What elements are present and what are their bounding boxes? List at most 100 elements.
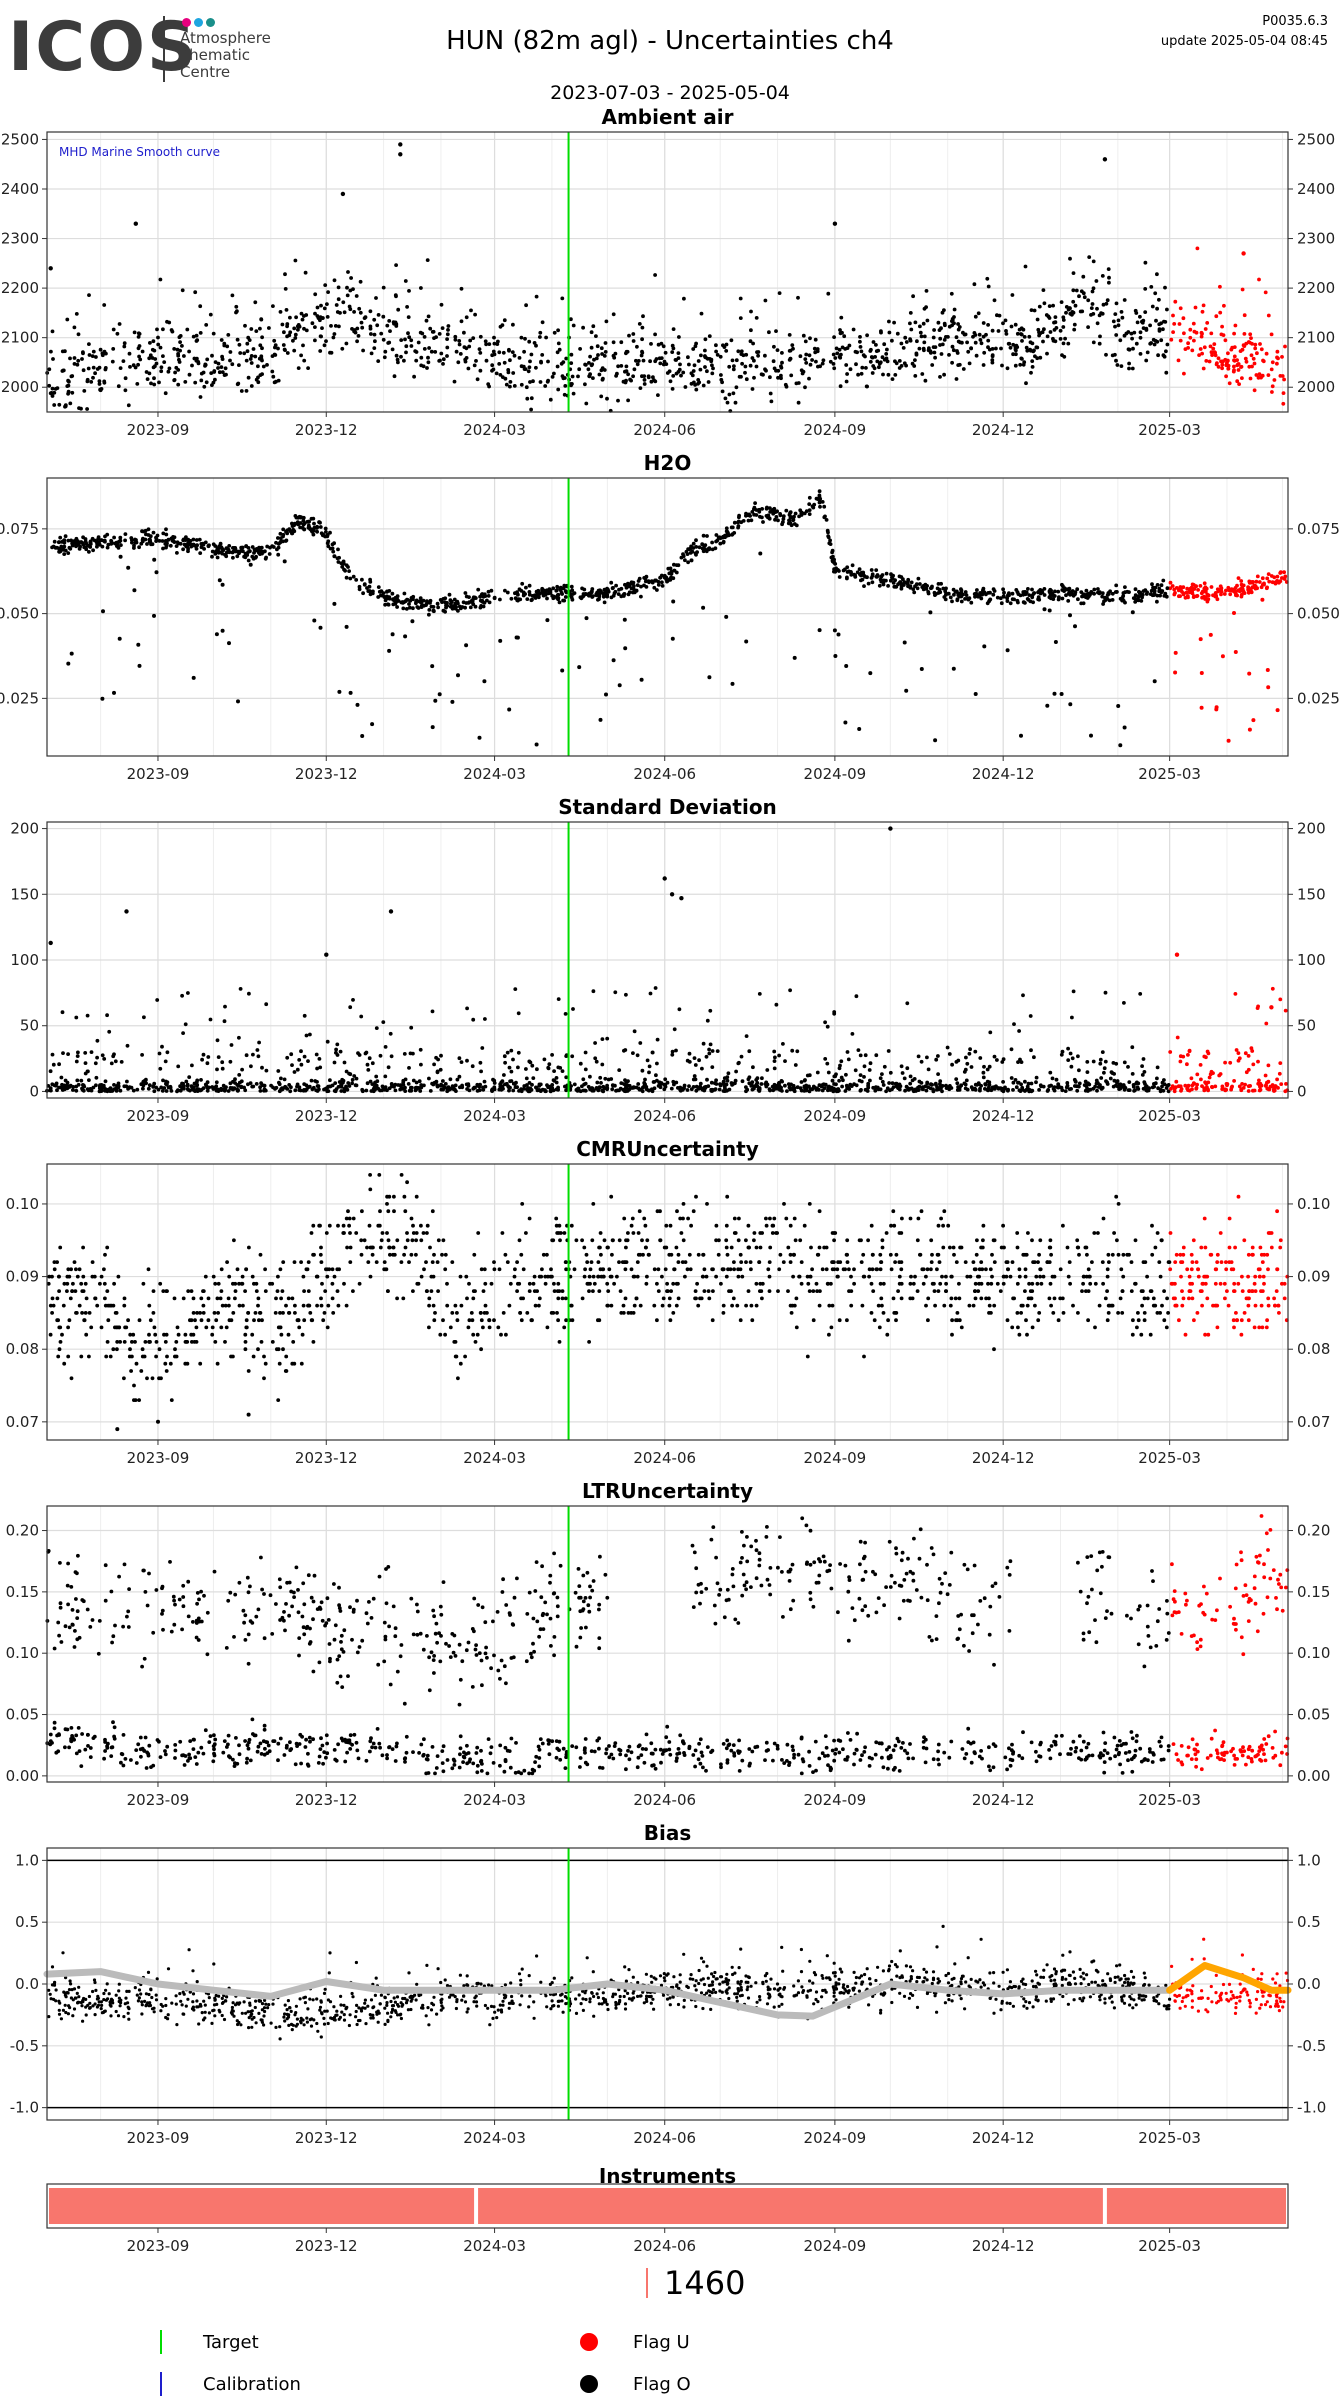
- data-point: [99, 1089, 104, 1093]
- data-point: [350, 1081, 354, 1086]
- data-point: [1037, 1088, 1041, 1092]
- data-point: [701, 549, 706, 554]
- data-point: [604, 692, 608, 697]
- data-point: [378, 1088, 382, 1093]
- data-point: [1232, 364, 1236, 369]
- data-point: [75, 362, 80, 367]
- data-point: [319, 303, 323, 308]
- data-point: [966, 597, 971, 602]
- data-point: [732, 364, 736, 368]
- data-point: [1191, 321, 1196, 326]
- data-point: [595, 590, 599, 595]
- data-point: [651, 1080, 656, 1084]
- data-point: [533, 594, 537, 599]
- data-point: [330, 1083, 335, 1088]
- data-point: [1135, 1085, 1140, 1090]
- data-point: [1220, 366, 1224, 371]
- data-point: [51, 1062, 56, 1067]
- data-point: [1144, 358, 1149, 363]
- data-point: [1085, 596, 1090, 600]
- data-point: [659, 1082, 663, 1086]
- data-point: [562, 392, 567, 397]
- data-point: [878, 1076, 883, 1081]
- data-point: [609, 580, 614, 585]
- data-point: [478, 351, 483, 355]
- data-point: [611, 312, 616, 317]
- data-point: [600, 352, 604, 356]
- data-point: [246, 375, 251, 380]
- data-point: [112, 535, 116, 540]
- data-point: [781, 514, 786, 519]
- data-point: [1011, 1088, 1015, 1092]
- data-point: [351, 998, 355, 1002]
- data-point: [381, 337, 386, 342]
- data-point: [587, 591, 591, 596]
- data-point: [1188, 335, 1193, 340]
- data-point: [1219, 592, 1223, 597]
- data-point: [1270, 360, 1275, 365]
- page-title: HUN (82m agl) - Uncertainties ch4: [446, 26, 894, 56]
- data-point: [436, 605, 440, 610]
- data-point: [97, 542, 102, 547]
- data-point: [787, 333, 792, 337]
- data-point: [431, 608, 436, 613]
- data-point: [204, 323, 209, 327]
- data-point: [527, 1081, 532, 1085]
- data-point: [689, 558, 694, 563]
- data-point: [781, 1042, 785, 1046]
- data-point: [956, 1058, 961, 1063]
- data-point: [848, 1082, 853, 1087]
- data-point: [817, 628, 822, 633]
- data-point: [439, 351, 444, 356]
- data-point: [72, 362, 77, 366]
- data-point: [694, 545, 699, 549]
- data-point: [322, 1087, 326, 1092]
- data-point: [57, 1062, 61, 1067]
- data-point: [1115, 363, 1120, 367]
- data-point: [921, 321, 926, 326]
- data-point: [663, 350, 668, 355]
- data-point: [314, 1052, 319, 1057]
- data-point: [352, 1074, 357, 1078]
- data-point: [624, 369, 629, 374]
- data-point: [804, 509, 809, 513]
- data-point: [383, 1045, 388, 1049]
- data-point: [422, 335, 427, 339]
- data-point: [473, 596, 478, 600]
- data-point: [551, 586, 556, 591]
- data-point: [661, 344, 666, 349]
- data-point: [760, 1076, 764, 1081]
- data-point: [844, 664, 849, 668]
- data-point: [202, 384, 207, 389]
- data-point: [1083, 1088, 1088, 1093]
- data-point: [696, 381, 700, 386]
- data-point: [280, 322, 285, 327]
- data-point: [732, 520, 737, 525]
- data-point: [63, 1078, 68, 1083]
- data-point: [679, 896, 684, 901]
- data-point: [1140, 592, 1145, 597]
- data-point: [1021, 327, 1026, 332]
- data-point: [838, 328, 842, 332]
- data-point: [137, 354, 142, 359]
- data-point: [1087, 1082, 1092, 1087]
- data-point: [1060, 1049, 1065, 1054]
- data-point: [1196, 588, 1200, 592]
- data-point: [198, 304, 203, 309]
- data-point: [222, 1019, 227, 1024]
- data-point: [1076, 1054, 1080, 1059]
- data-point: [1019, 356, 1024, 361]
- plot-background: [47, 1164, 1288, 1440]
- data-point: [955, 1081, 960, 1086]
- data-point: [111, 327, 116, 332]
- data-point: [1064, 310, 1068, 315]
- data-point: [926, 591, 931, 596]
- data-point: [292, 529, 297, 534]
- data-point: [919, 1081, 924, 1085]
- data-point: [890, 575, 894, 580]
- data-point: [880, 1072, 884, 1076]
- data-point: [972, 331, 977, 335]
- data-point: [1038, 355, 1043, 360]
- data-point: [561, 598, 565, 603]
- data-point: [934, 1057, 939, 1062]
